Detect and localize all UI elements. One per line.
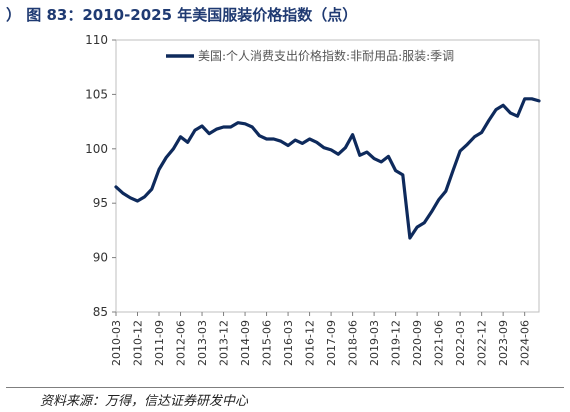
figure-title: ） 图 83：2010-2025 年美国服装价格指数（点） xyxy=(6,6,358,24)
y-tick-label: 95 xyxy=(93,196,108,210)
x-tick-label: 2023-09 xyxy=(497,320,510,366)
x-tick-label: 2015-06 xyxy=(261,320,274,366)
y-axis: 85 90 95 100 105 110 xyxy=(85,33,116,319)
x-tick-label: 2012-06 xyxy=(175,320,188,366)
y-tick-label: 110 xyxy=(85,33,108,47)
x-tick-label: 2013-03 xyxy=(196,320,209,366)
y-tick-label: 85 xyxy=(93,305,108,319)
x-tick-label: 2022-03 xyxy=(454,320,467,366)
x-tick-label: 2010-12 xyxy=(132,320,145,366)
x-axis: 2010-03 2010-12 2011-09 2012-06 2013-03 2013-… xyxy=(110,312,532,366)
plot-area xyxy=(115,39,540,313)
x-tick-label: 2017-09 xyxy=(325,320,338,366)
x-tick-label: 2010-03 xyxy=(110,320,123,366)
x-tick-label: 2021-06 xyxy=(433,320,446,366)
series-line-0 xyxy=(114,97,541,240)
y-tick-label: 100 xyxy=(85,142,108,156)
legend: 美国:个人消费支出价格指数:非耐用品:服装:季调 xyxy=(166,48,454,63)
x-tick-label: 2019-03 xyxy=(368,320,381,366)
x-tick-label: 2024-06 xyxy=(519,320,532,366)
series-group xyxy=(114,97,541,240)
source-note: 资料来源：万得，信达证券研发中心 xyxy=(40,394,249,409)
footer-divider xyxy=(6,387,564,388)
x-tick-label: 2018-06 xyxy=(347,320,360,366)
y-tick-label: 90 xyxy=(93,251,108,265)
y-tick-label: 105 xyxy=(85,87,108,101)
legend-label: 美国:个人消费支出价格指数:非耐用品:服装:季调 xyxy=(198,48,454,63)
x-tick-label: 2011-09 xyxy=(153,320,166,366)
x-tick-label: 2016-03 xyxy=(282,320,295,366)
x-tick-label: 2016-12 xyxy=(304,320,317,366)
x-tick-label: 2022-12 xyxy=(476,320,489,366)
x-tick-label: 2013-12 xyxy=(218,320,231,366)
x-tick-label: 2014-09 xyxy=(239,320,252,366)
x-tick-label: 2019-12 xyxy=(390,320,403,366)
x-tick-label: 2020-09 xyxy=(411,320,424,366)
